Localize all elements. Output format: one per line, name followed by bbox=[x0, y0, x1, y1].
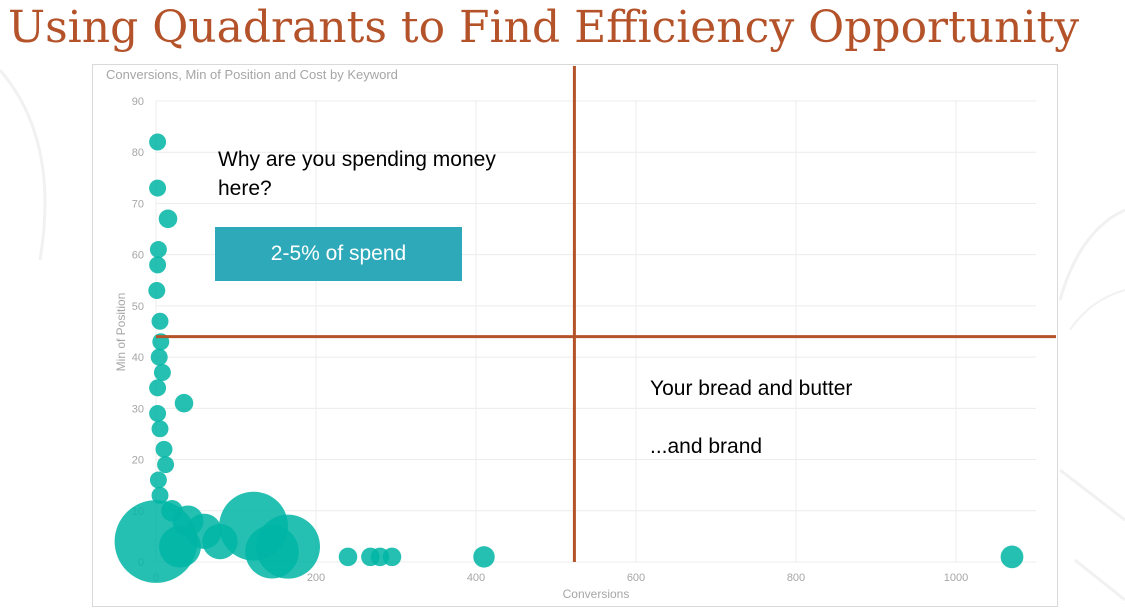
bubble-point[interactable] bbox=[1000, 545, 1024, 569]
x-tick-label: 600 bbox=[627, 572, 645, 584]
note-bread-and-butter: Your bread and butter bbox=[650, 377, 853, 400]
bubble-point[interactable] bbox=[148, 282, 166, 300]
bubble-point[interactable] bbox=[158, 209, 178, 229]
y-tick-label: 90 bbox=[132, 96, 144, 108]
bubble-point[interactable] bbox=[151, 420, 169, 438]
y-tick-label: 40 bbox=[132, 352, 144, 364]
y-tick-label: 70 bbox=[132, 198, 144, 210]
y-axis-label: Min of Position bbox=[114, 293, 128, 372]
bubble-point[interactable] bbox=[245, 524, 299, 579]
bubble-point[interactable] bbox=[174, 393, 194, 413]
bubble-point[interactable] bbox=[473, 546, 495, 568]
bubble-point[interactable] bbox=[153, 363, 171, 381]
y-tick-label: 60 bbox=[132, 250, 144, 262]
quadrant-layer bbox=[156, 66, 1056, 562]
bubble-layer bbox=[114, 133, 1024, 583]
bubble-point[interactable] bbox=[159, 525, 201, 568]
x-tick-label: 800 bbox=[787, 572, 805, 584]
y-tick-label: 80 bbox=[132, 147, 144, 159]
chart-title: Conversions, Min of Position and Cost by… bbox=[106, 67, 398, 82]
y-tick-label: 30 bbox=[132, 403, 144, 415]
y-tick-label: 50 bbox=[132, 301, 144, 313]
x-tick-label: 400 bbox=[467, 572, 485, 584]
bubble-point[interactable] bbox=[157, 456, 175, 474]
bubble-point[interactable] bbox=[155, 440, 173, 458]
x-tick-label: 1000 bbox=[944, 572, 968, 584]
bubble-point[interactable] bbox=[149, 241, 167, 259]
spend-badge: 2-5% of spend bbox=[215, 227, 462, 281]
x-tick-label: 200 bbox=[307, 572, 325, 584]
bubble-point[interactable] bbox=[382, 547, 402, 567]
note-and-brand: ...and brand bbox=[650, 435, 763, 458]
bubble-point[interactable] bbox=[149, 133, 167, 151]
bubble-point[interactable] bbox=[149, 379, 167, 397]
bubble-point[interactable] bbox=[149, 471, 167, 489]
bubble-point[interactable] bbox=[150, 348, 168, 366]
bubble-point[interactable] bbox=[149, 256, 167, 274]
bubble-point[interactable] bbox=[151, 486, 169, 504]
bubble-point[interactable] bbox=[149, 404, 167, 422]
axis-label-layer: Conversions Min of Position bbox=[114, 293, 629, 601]
slide-title: Using Quadrants to Find Efficiency Oppor… bbox=[8, 2, 1080, 53]
bubble-point[interactable] bbox=[149, 179, 167, 197]
bubble-point[interactable] bbox=[338, 547, 358, 567]
y-tick-label: 20 bbox=[132, 455, 144, 467]
bubble-point[interactable] bbox=[151, 312, 169, 330]
x-axis-label: Conversions bbox=[563, 587, 630, 601]
note-why-spending: Why are you spending money here? bbox=[218, 148, 496, 200]
